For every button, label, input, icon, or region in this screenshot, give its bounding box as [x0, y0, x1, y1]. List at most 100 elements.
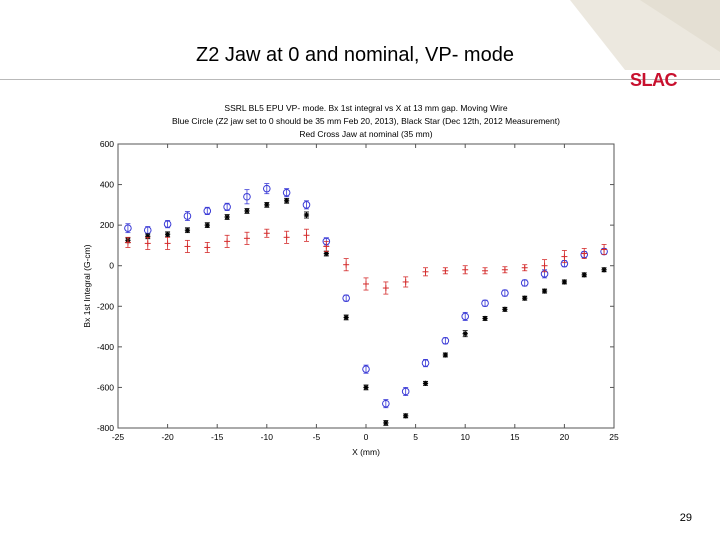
star-marker-stroke	[204, 222, 210, 228]
data-point-circle	[243, 189, 251, 205]
data-point-star	[482, 315, 488, 322]
data-point-cross	[164, 236, 171, 250]
data-point-star	[244, 208, 250, 214]
circle-marker	[362, 365, 370, 373]
y-tick-label: 600	[100, 139, 114, 149]
data-point-circle	[481, 299, 489, 308]
y-tick-label: -800	[97, 423, 114, 433]
data-point-circle	[382, 399, 390, 409]
data-point-circle	[263, 183, 271, 195]
data-point-star	[264, 202, 270, 208]
data-point-star	[422, 380, 429, 386]
data-marks	[124, 183, 608, 426]
star-marker-stroke	[403, 413, 408, 419]
star-marker-stroke	[304, 212, 309, 218]
circle-marker	[481, 299, 489, 308]
star-marker-stroke	[542, 288, 547, 294]
data-point-star	[383, 420, 389, 426]
data-point-circle	[124, 223, 132, 234]
data-point-circle	[183, 211, 192, 221]
data-point-cross	[601, 244, 608, 255]
star-marker-stroke	[224, 214, 230, 220]
data-point-star	[601, 267, 607, 273]
data-point-star	[462, 330, 468, 338]
star-marker-stroke	[502, 307, 508, 312]
data-point-cross	[283, 230, 290, 244]
title-divider	[0, 79, 720, 80]
star-marker-stroke	[343, 315, 349, 320]
data-point-star	[363, 384, 369, 391]
slide-title: Z2 Jaw at 0 and nominal, VP- mode	[196, 44, 514, 66]
star-marker-stroke	[462, 331, 468, 336]
y-tick-label: -400	[97, 342, 114, 352]
circle-marker	[302, 201, 311, 209]
x-tick-label: -15	[211, 432, 224, 442]
data-point-star	[442, 352, 448, 358]
star-marker-stroke	[581, 272, 587, 278]
star-marker-stroke	[482, 316, 488, 321]
star-marker-stroke	[165, 231, 170, 237]
star-marker-stroke	[383, 420, 389, 426]
circle-marker	[203, 207, 212, 215]
circle-marker	[243, 192, 251, 201]
data-point-star	[343, 314, 349, 321]
star-marker-stroke	[522, 295, 528, 301]
axes: -25 -20 -15 -10 -5 0 5 10 15 20 25 -800 -600 -400 -200…	[97, 139, 619, 442]
chart-title-line-3: Red Cross Jaw at nominal (35 mm)	[299, 129, 432, 139]
x-tick-label: 0	[364, 432, 369, 442]
chart-title-line-2: Blue Circle (Z2 jaw set to 0 should be 3…	[172, 116, 560, 126]
circle-marker	[441, 336, 450, 345]
data-point-cross	[382, 281, 389, 295]
star-marker-stroke	[443, 352, 448, 358]
data-point-cross	[184, 239, 191, 253]
data-point-circle	[163, 220, 172, 229]
data-point-cross	[462, 265, 469, 275]
circle-marker	[282, 188, 291, 197]
circle-marker	[223, 203, 231, 211]
circle-marker	[421, 359, 430, 367]
x-tick-label: -25	[112, 432, 125, 442]
data-point-star	[303, 211, 310, 219]
star-marker-stroke	[423, 381, 428, 386]
data-point-cross	[303, 228, 310, 242]
data-point-cross	[422, 267, 429, 277]
data-point-cross	[323, 240, 330, 252]
data-point-star	[541, 288, 548, 294]
star-marker-stroke	[284, 198, 289, 204]
data-point-cross	[224, 234, 231, 248]
star-marker-stroke	[363, 385, 369, 390]
data-point-circle	[501, 289, 509, 297]
y-tick-label: 400	[100, 180, 114, 190]
data-point-cross	[363, 277, 369, 291]
data-point-cross	[124, 236, 131, 248]
data-point-cross	[144, 236, 151, 250]
star-marker-stroke	[601, 267, 607, 273]
circle-marker	[401, 387, 410, 396]
slac-logo: SLAC	[630, 70, 678, 90]
y-tick-label: -600	[97, 382, 114, 392]
circle-marker	[183, 212, 192, 220]
data-point-star	[165, 231, 171, 238]
y-tick-label: 0	[109, 261, 114, 271]
x-tick-label: 25	[609, 432, 619, 442]
data-point-circle	[342, 294, 350, 302]
data-point-circle	[461, 311, 470, 321]
chart-title-line-1: SSRL BL5 EPU VP- mode. Bx 1st integral v…	[224, 103, 507, 113]
x-tick-label: 10	[460, 432, 470, 442]
data-point-circle	[203, 206, 212, 215]
data-point-star	[561, 279, 567, 285]
x-tick-label: 20	[560, 432, 570, 442]
data-point-cross	[263, 228, 270, 238]
star-marker-stroke	[244, 208, 250, 214]
star-marker-stroke	[562, 279, 567, 285]
data-point-circle	[421, 359, 430, 368]
chart-title: SSRL BL5 EPU VP- mode. Bx 1st integral v…	[172, 103, 560, 139]
data-point-cross	[442, 267, 449, 275]
star-marker-stroke	[324, 251, 329, 256]
x-tick-label: -20	[161, 432, 174, 442]
data-point-cross	[521, 264, 528, 272]
x-tick-label: 15	[510, 432, 520, 442]
data-point-star	[284, 197, 290, 204]
circle-marker	[342, 294, 350, 302]
